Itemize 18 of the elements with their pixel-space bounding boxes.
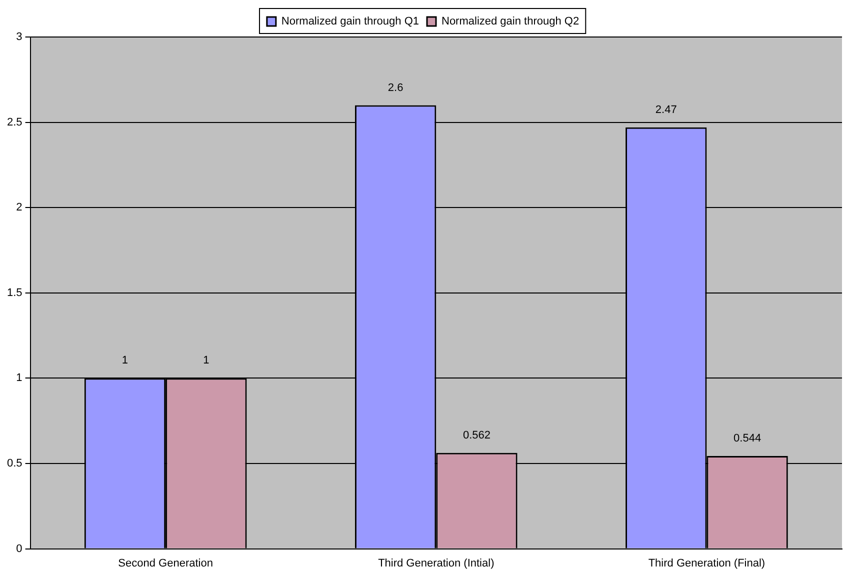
y-tick-label: 2.5	[6, 116, 22, 128]
y-tick-label: 1.5	[6, 286, 22, 299]
data-label: 0.562	[462, 429, 490, 442]
data-label: 0.544	[734, 432, 762, 445]
data-label: 2.6	[388, 82, 404, 94]
y-tick-label: 2	[16, 202, 22, 214]
y-tick-label: 3	[16, 31, 22, 44]
data-label: 2.47	[655, 104, 677, 116]
x-tick-label: Second Generation	[118, 557, 213, 570]
data-label: 1	[203, 354, 210, 367]
legend-label: Normalized gain through Q1	[281, 16, 420, 28]
y-tick-label: 0	[16, 542, 22, 555]
data-label: 1	[122, 354, 128, 367]
y-tick-label: 0.5	[6, 458, 22, 470]
x-tick-label: Third Generation (Intial)	[378, 557, 494, 570]
y-tick-label: 1	[16, 372, 22, 384]
x-tick-label: Third Generation (Final)	[648, 557, 766, 570]
legend-label: Normalized gain through Q2	[442, 16, 580, 28]
